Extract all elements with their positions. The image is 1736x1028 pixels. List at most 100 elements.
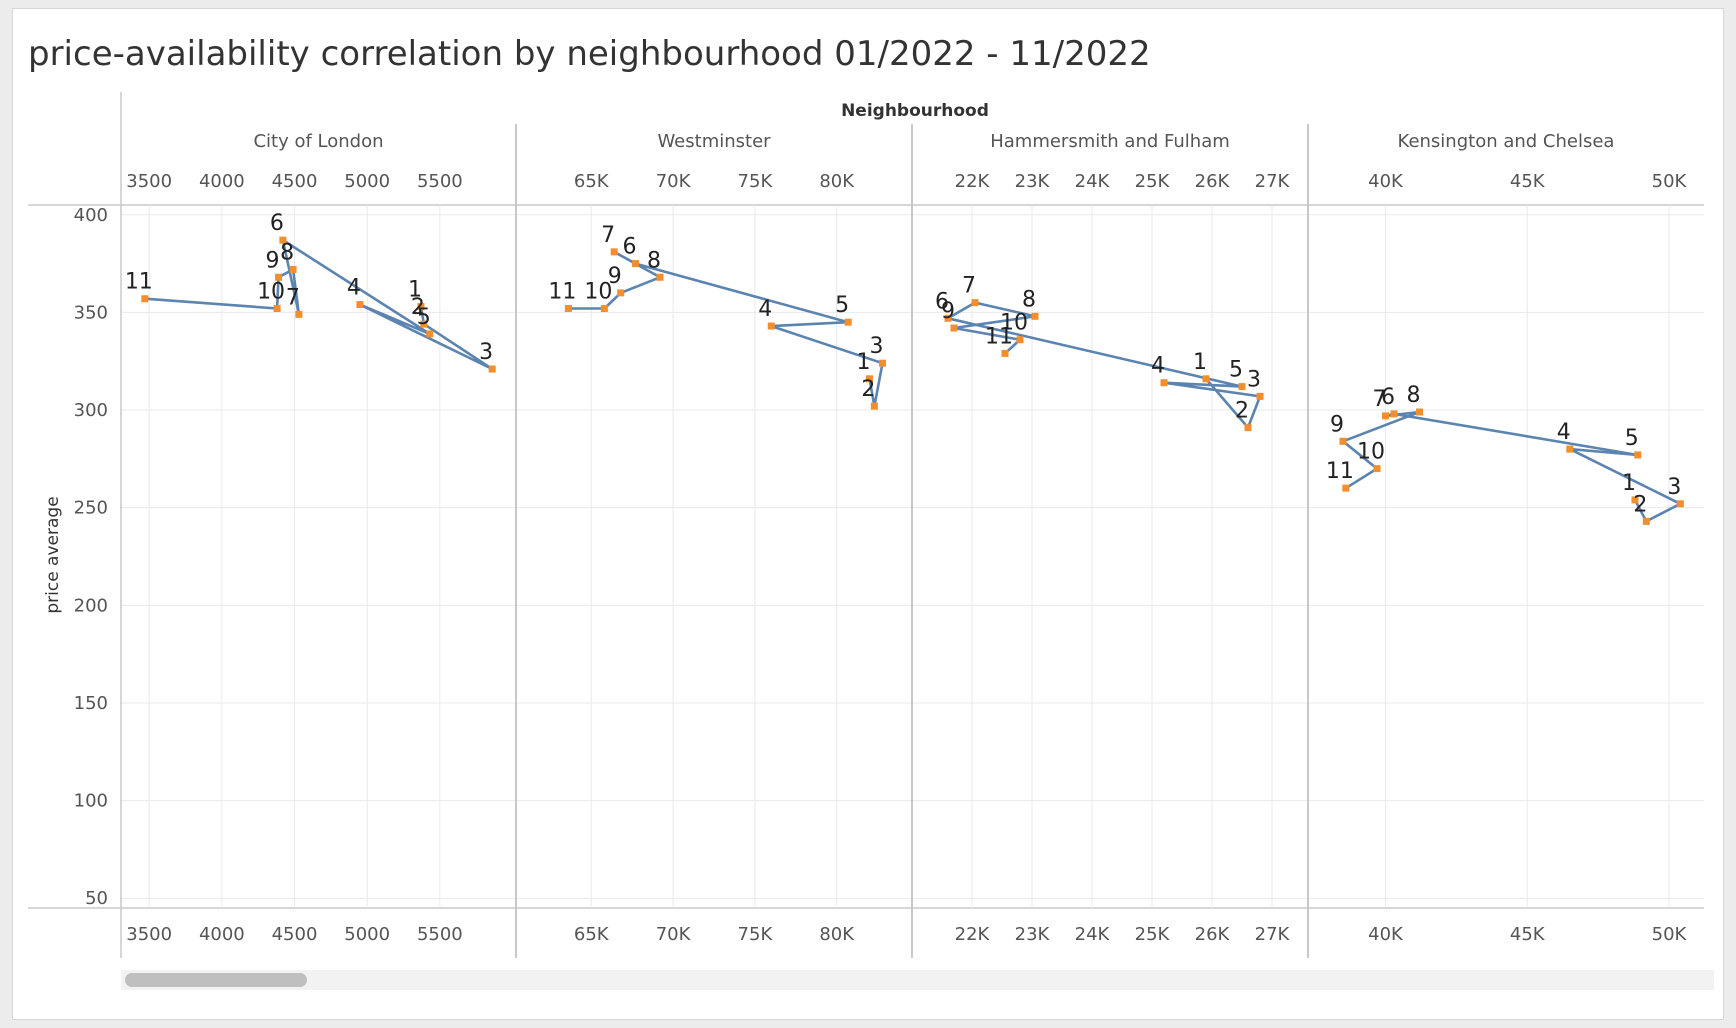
data-point (950, 324, 958, 332)
data-label: 11 (548, 279, 576, 304)
y-tick-label: 250 (74, 498, 108, 519)
data-label: 6 (1381, 385, 1395, 410)
data-label: 6 (935, 289, 949, 314)
data-point (564, 304, 572, 312)
x-tick-label-bottom: 4000 (199, 924, 245, 945)
x-tick-label-top: 4500 (272, 171, 318, 192)
data-label: 3 (1667, 475, 1681, 500)
y-tick-label: 150 (74, 693, 108, 714)
data-point (617, 289, 625, 297)
x-tick-label-bottom: 75K (738, 924, 774, 945)
data-point (1390, 410, 1398, 418)
x-tick-label-bottom: 22K (955, 924, 991, 945)
y-axis-title: price average (43, 496, 63, 613)
data-point (356, 301, 364, 309)
data-point (1373, 465, 1381, 473)
x-tick-label-bottom: 4500 (272, 924, 318, 945)
data-point (289, 265, 297, 273)
data-point (767, 322, 775, 330)
column-header: Neighbourhood (841, 101, 989, 121)
data-label: 7 (286, 285, 300, 310)
x-tick-label-bottom: 65K (574, 924, 610, 945)
data-label: 10 (257, 279, 285, 304)
x-tick-label-top: 26K (1195, 171, 1231, 192)
y-tick-label: 350 (74, 302, 108, 323)
x-tick-label-bottom: 80K (819, 924, 855, 945)
panel-header: Kensington and Chelsea (1398, 131, 1615, 152)
data-label: 11 (125, 270, 153, 295)
x-tick-label-bottom: 23K (1015, 924, 1051, 945)
panel-header: City of London (253, 131, 383, 152)
x-tick-label-top: 5000 (344, 171, 390, 192)
y-tick-label: 400 (74, 205, 108, 226)
panel-header: Westminster (657, 131, 771, 152)
data-point (656, 273, 664, 281)
data-point (273, 304, 281, 312)
y-tick-label: 300 (74, 400, 108, 421)
data-point (488, 365, 496, 373)
data-point (1676, 500, 1684, 508)
x-tick-label-bottom: 27K (1255, 924, 1291, 945)
data-point (600, 304, 608, 312)
data-label: 10 (1357, 440, 1385, 465)
data-point (1642, 517, 1650, 525)
scrollbar-thumb[interactable] (125, 973, 307, 987)
data-label: 2 (1633, 492, 1647, 517)
data-point (1202, 375, 1210, 383)
data-label: 5 (835, 293, 849, 318)
x-tick-label-top: 22K (955, 171, 991, 192)
x-tick-label-bottom: 40K (1368, 924, 1404, 945)
data-label: 9 (608, 264, 622, 289)
data-point (1160, 379, 1168, 387)
x-tick-label-bottom: 50K (1652, 924, 1688, 945)
data-point (417, 303, 425, 311)
data-label: 1 (408, 278, 422, 303)
chart-card (12, 8, 1724, 1020)
data-label: 3 (479, 340, 493, 365)
data-point (971, 299, 979, 307)
data-point (610, 248, 618, 256)
data-point (1634, 451, 1642, 459)
data-label: 8 (647, 248, 661, 273)
panel-header: Hammersmith and Fulham (990, 131, 1230, 152)
data-label: 3 (870, 334, 884, 359)
data-point (1416, 408, 1424, 416)
x-tick-label-bottom: 26K (1195, 924, 1231, 945)
x-tick-label-top: 80K (819, 171, 855, 192)
data-label: 4 (758, 297, 772, 322)
data-label: 4 (1557, 420, 1571, 445)
data-point (426, 330, 434, 338)
series-line (946, 301, 1262, 429)
data-label: 8 (280, 240, 294, 265)
x-tick-label-top: 5500 (417, 171, 463, 192)
data-point (865, 375, 873, 383)
data-point (420, 320, 428, 328)
x-tick-label-top: 70K (656, 171, 692, 192)
data-label: 10 (584, 279, 612, 304)
data-label: 5 (1229, 358, 1243, 383)
x-tick-label-bottom: 24K (1075, 924, 1111, 945)
data-point (844, 318, 852, 326)
data-label: 3 (1247, 367, 1261, 392)
data-label: 11 (1326, 459, 1354, 484)
data-point (1031, 312, 1039, 320)
x-tick-label-bottom: 5500 (417, 924, 463, 945)
data-label: 8 (1407, 383, 1421, 408)
data-point (1256, 392, 1264, 400)
y-tick-label: 200 (74, 595, 108, 616)
data-point (141, 295, 149, 303)
data-label: 7 (962, 274, 976, 299)
data-label: 2 (411, 295, 425, 320)
data-label: 1 (1622, 471, 1636, 496)
data-point (1342, 484, 1350, 492)
data-label: 9 (941, 299, 955, 324)
data-label: 1 (1193, 350, 1207, 375)
x-tick-label-top: 45K (1510, 171, 1546, 192)
x-tick-label-top: 75K (738, 171, 774, 192)
data-label: 6 (270, 211, 284, 236)
data-label: 7 (1373, 387, 1387, 412)
data-point (1631, 496, 1639, 504)
horizontal-scrollbar[interactable] (121, 970, 1714, 990)
data-label: 9 (1330, 412, 1344, 437)
